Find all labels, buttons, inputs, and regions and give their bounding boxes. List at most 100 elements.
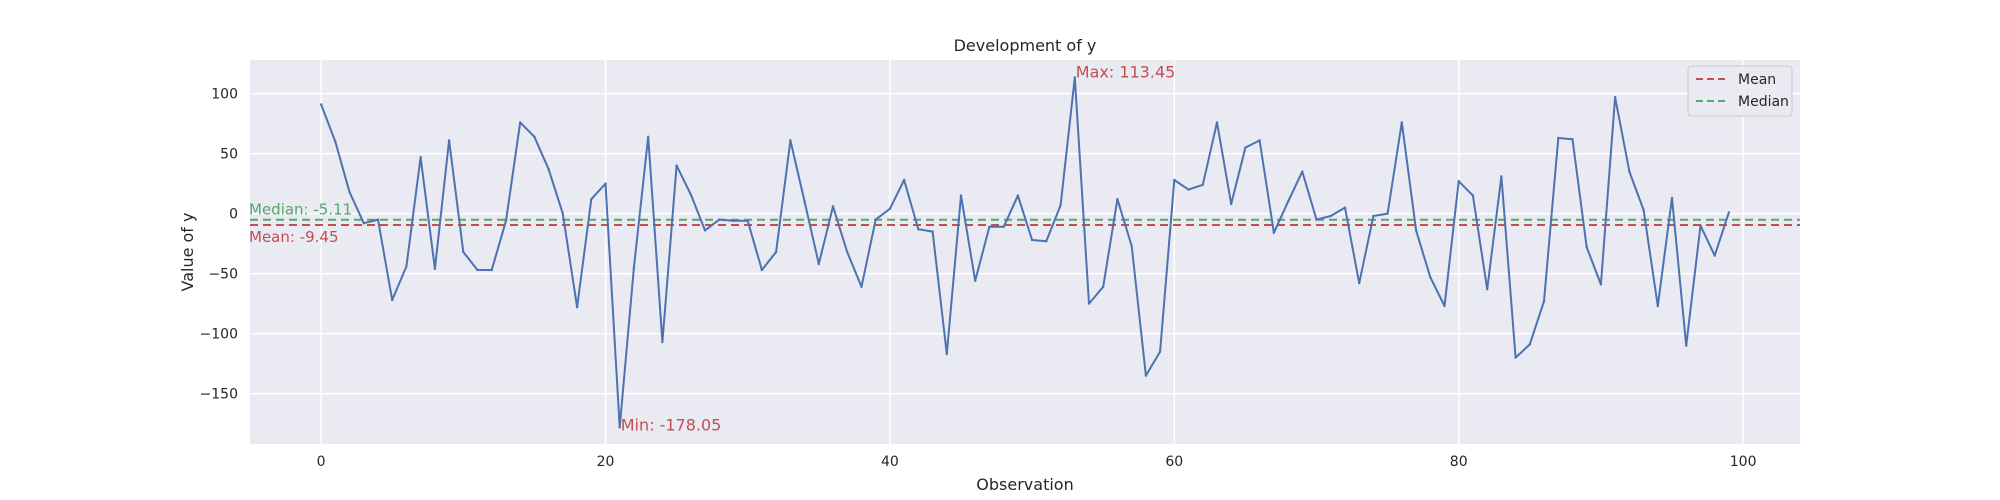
data-point bbox=[1485, 288, 1489, 291]
point-annotation: Max: 113.45 bbox=[1076, 62, 1176, 81]
data-point bbox=[718, 218, 721, 221]
data-point bbox=[1102, 285, 1105, 288]
data-points bbox=[319, 76, 1731, 429]
data-point bbox=[1599, 283, 1603, 286]
data-point bbox=[860, 285, 863, 288]
data-point bbox=[1343, 206, 1347, 209]
data-point bbox=[362, 222, 365, 225]
y-tick-label: −100 bbox=[200, 327, 238, 343]
data-point bbox=[1244, 146, 1247, 149]
data-point bbox=[348, 190, 351, 194]
data-point bbox=[518, 121, 522, 124]
y-tick-label: −50 bbox=[208, 267, 238, 283]
y-tick-label: −150 bbox=[200, 387, 238, 403]
data-point bbox=[803, 200, 806, 203]
data-point bbox=[1357, 282, 1361, 285]
data-point bbox=[618, 426, 621, 429]
data-point bbox=[405, 265, 408, 268]
data-point bbox=[1727, 211, 1731, 214]
data-point bbox=[675, 164, 678, 167]
data-point bbox=[1215, 121, 1219, 124]
data-point bbox=[1073, 76, 1076, 79]
data-point bbox=[732, 219, 735, 222]
data-point bbox=[1443, 304, 1446, 308]
data-point bbox=[1571, 138, 1574, 141]
data-point bbox=[1557, 136, 1560, 140]
data-point bbox=[1030, 238, 1034, 242]
data-point bbox=[1201, 183, 1204, 186]
data-point bbox=[974, 279, 977, 282]
data-point bbox=[334, 140, 337, 143]
annotations: Max: 113.45 Min: -178.05 bbox=[621, 62, 1176, 434]
point-annotation: Min: -178.05 bbox=[621, 415, 722, 434]
data-point bbox=[1158, 350, 1162, 353]
data-point bbox=[661, 340, 664, 344]
data-point bbox=[746, 219, 749, 222]
data-point bbox=[831, 205, 835, 208]
data-point bbox=[1045, 240, 1048, 243]
data-point bbox=[760, 268, 764, 272]
data-point bbox=[1685, 344, 1688, 347]
data-point bbox=[917, 228, 920, 231]
data-point bbox=[504, 219, 508, 222]
plot-area bbox=[250, 60, 1800, 444]
data-point bbox=[1613, 96, 1617, 99]
x-tick-label: 60 bbox=[1165, 454, 1183, 470]
data-point bbox=[376, 218, 380, 221]
data-point bbox=[1514, 356, 1517, 359]
data-point bbox=[1286, 200, 1290, 203]
data-point bbox=[533, 135, 536, 138]
data-point bbox=[1429, 276, 1432, 279]
data-point bbox=[1400, 121, 1404, 124]
data-point bbox=[1670, 196, 1674, 200]
grid-lines bbox=[250, 60, 1800, 444]
data-point bbox=[1130, 244, 1133, 248]
data-point bbox=[1542, 300, 1546, 303]
data-point bbox=[1016, 194, 1020, 197]
data-point bbox=[1372, 214, 1375, 218]
data-point bbox=[646, 135, 650, 138]
data-point bbox=[817, 262, 821, 266]
x-tick-label: 40 bbox=[881, 454, 899, 470]
data-point bbox=[1002, 225, 1005, 228]
legend-median-label: Median bbox=[1738, 94, 1789, 110]
data-point bbox=[632, 266, 636, 269]
data-point bbox=[902, 178, 906, 182]
data-point bbox=[575, 306, 579, 309]
data-point bbox=[1144, 374, 1148, 377]
data-point bbox=[945, 352, 948, 356]
data-point bbox=[476, 268, 479, 272]
data-point bbox=[1315, 218, 1318, 221]
data-point bbox=[1500, 175, 1503, 178]
x-tick-label: 0 bbox=[317, 454, 326, 470]
data-point bbox=[447, 139, 451, 142]
data-point bbox=[789, 139, 792, 142]
data-point bbox=[874, 218, 877, 221]
data-point bbox=[774, 250, 778, 254]
data-point bbox=[846, 250, 849, 254]
data-point bbox=[931, 230, 934, 233]
x-tick-label: 80 bbox=[1450, 454, 1468, 470]
data-point bbox=[1059, 204, 1062, 207]
data-point bbox=[490, 268, 493, 272]
data-point bbox=[1414, 229, 1418, 232]
data-point bbox=[1386, 212, 1389, 215]
data-point bbox=[689, 193, 693, 196]
data-point bbox=[1116, 198, 1119, 201]
chart-title: Development of y bbox=[954, 36, 1097, 55]
mean-annotation: Mean: -9.45 bbox=[249, 228, 339, 246]
median-annotation: Median: -5.11 bbox=[249, 201, 352, 219]
y-axis-label: Value of y bbox=[178, 213, 197, 292]
data-point bbox=[391, 298, 394, 302]
series-line bbox=[320, 76, 1730, 429]
data-point bbox=[1642, 208, 1645, 212]
data-point bbox=[462, 250, 465, 254]
data-point bbox=[1187, 188, 1190, 191]
data-point bbox=[604, 182, 607, 185]
data-point bbox=[433, 267, 437, 270]
legend: Mean Median bbox=[1687, 65, 1793, 117]
data-point bbox=[1272, 231, 1276, 234]
data-point bbox=[1585, 246, 1588, 249]
data-point bbox=[1471, 194, 1475, 197]
